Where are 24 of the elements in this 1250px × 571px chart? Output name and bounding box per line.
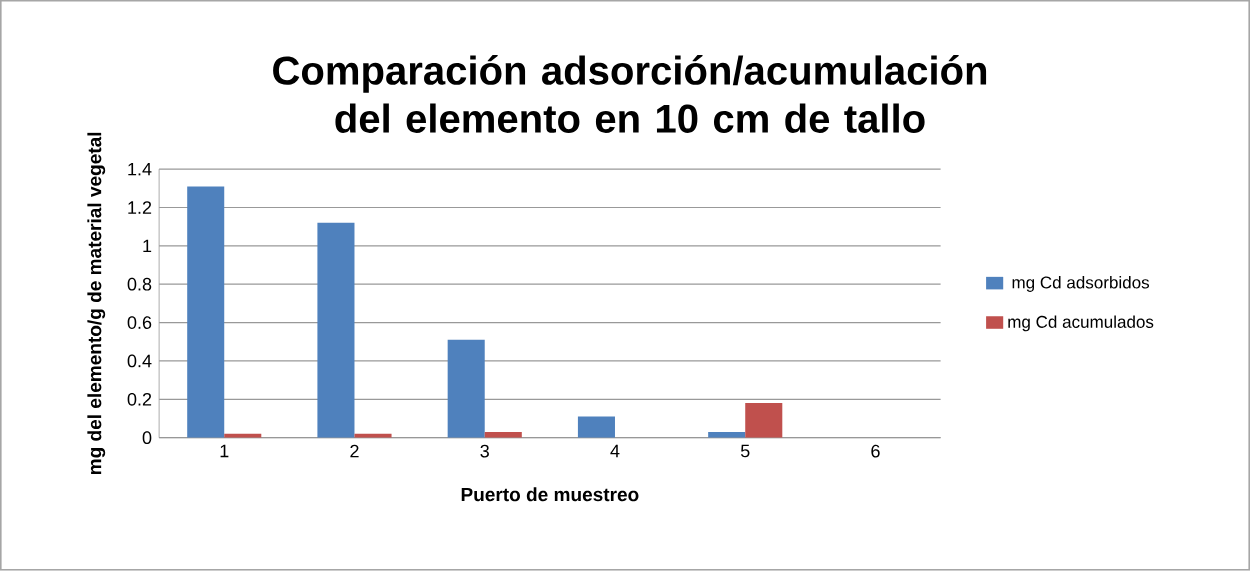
bar (317, 222, 355, 438)
y-tick-label: 0.6 (127, 316, 152, 330)
y-tick-label: 0.4 (127, 354, 152, 368)
legend-label: mg Cd adsorbidos (1012, 276, 1150, 293)
x-tick-label: 1 (220, 444, 229, 458)
x-tick-label: 4 (610, 444, 620, 458)
y-tick-label: 1.2 (128, 201, 152, 214)
y-tick-label: 0.8 (127, 277, 152, 291)
chart-title: Comparación adsorción/acumulación del elemento en 10 cm de tallo (273, 55, 987, 134)
bar (187, 186, 225, 438)
y-axis-title: mg del elemento/g de material vegetal (87, 132, 106, 475)
x-axis-title: Puerto de muestreo (461, 487, 639, 502)
bar (577, 416, 615, 438)
x-tick-label: 5 (740, 444, 750, 458)
bar (447, 339, 485, 438)
legend-label: mg Cd acumulados (1008, 315, 1154, 332)
x-tick-label: 2 (350, 444, 359, 458)
y-tick-label: 1.4 (128, 163, 152, 176)
bar (745, 403, 783, 438)
y-tick-label: 0.2 (127, 393, 152, 406)
x-tick-label: 3 (480, 444, 489, 458)
x-tick-label: 6 (871, 444, 880, 458)
y-tick-label: 1 (143, 239, 152, 253)
y-tick-label: 0 (142, 431, 152, 445)
